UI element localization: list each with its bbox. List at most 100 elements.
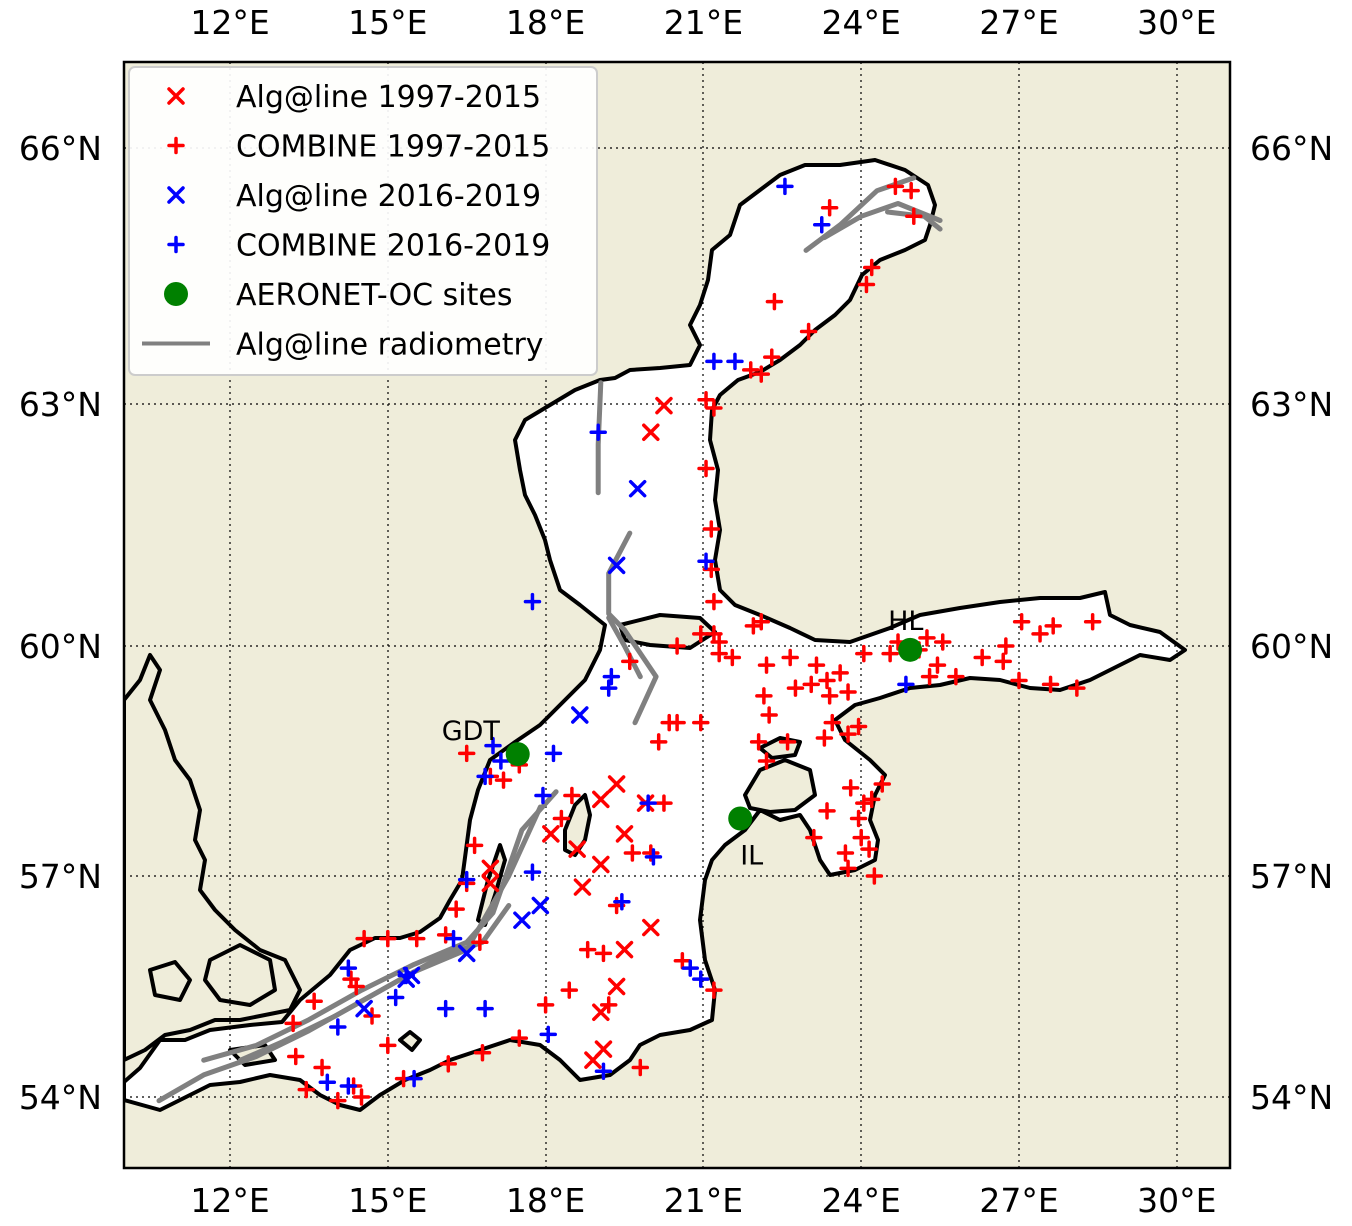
radiometry-track-3 <box>595 380 604 496</box>
legend-label-4: AERONET-OC sites <box>236 278 512 313</box>
lon-tick-top-21: 21°E <box>664 3 743 42</box>
lat-tick-right-57: 57°N <box>1250 857 1333 896</box>
marker-s1-24 <box>781 648 799 667</box>
marker-s3-1 <box>813 216 831 234</box>
marker-s3-29 <box>318 1073 337 1092</box>
marker-s1-22 <box>723 648 742 667</box>
site-label-hl: HL <box>888 606 923 637</box>
marker-s1-5 <box>862 258 881 277</box>
marker-s0-4 <box>542 825 560 843</box>
marker-s0-16 <box>481 859 500 878</box>
radiometry-track-5 <box>606 615 643 680</box>
marker-s3-6 <box>523 592 542 611</box>
lon-tick-bottom-27: 27°E <box>979 1181 1058 1220</box>
marker-s1-79 <box>594 944 613 963</box>
marker-s1-62 <box>1031 625 1049 643</box>
marker-s1-47 <box>860 840 878 858</box>
marker-s1-48 <box>839 859 857 878</box>
legend-symbol-2 <box>167 186 185 204</box>
legend-entries: Alg@line 1997-2015 COMBINE 1997-2015 Alg@l… <box>142 80 550 363</box>
marker-s1-10 <box>752 365 771 383</box>
marker-s1-37 <box>757 752 776 770</box>
marker-s1-108 <box>457 744 476 763</box>
marker-s1-75 <box>655 794 673 812</box>
lon-tick-bottom-15: 15°E <box>348 1181 427 1220</box>
lat-tick-right-63: 63°N <box>1250 385 1333 424</box>
marker-s1-84 <box>510 1029 529 1047</box>
marker-s3-8 <box>599 679 618 697</box>
legend-label-0: Alg@line 1997-2015 <box>236 80 541 115</box>
plot-frame <box>122 60 1232 1170</box>
marker-s1-16 <box>705 592 723 611</box>
lat-tick-left-60: 60°N <box>19 627 102 666</box>
marker-s1-74 <box>692 713 710 732</box>
legend-symbol-1 <box>167 136 185 155</box>
marker-s1-39 <box>815 729 834 747</box>
legend-symbol-0 <box>167 87 185 105</box>
legend-symbol-3 <box>167 235 185 254</box>
marker-s3-26 <box>405 1069 423 1088</box>
marker-s1-91 <box>297 1080 316 1099</box>
map-layers: HL GDT IL <box>124 62 1230 1168</box>
marker-s2-8 <box>355 999 373 1018</box>
marker-s1-43 <box>855 794 873 812</box>
radiometry-track-7 <box>821 201 943 241</box>
marker-s1-71 <box>855 644 873 663</box>
legend-symbol-4 <box>164 282 188 306</box>
gotland-island <box>563 793 592 857</box>
marker-s1-51 <box>818 802 836 820</box>
marker-s1-80 <box>673 951 692 970</box>
marker-s1-19 <box>668 637 686 655</box>
legend-label-3: COMBINE 2016-2019 <box>236 229 550 264</box>
marker-s1-113 <box>552 809 571 828</box>
marker-s1-114 <box>710 644 728 663</box>
marker-s3-30 <box>594 1062 613 1080</box>
marker-s3-23 <box>386 988 405 1007</box>
marker-s3-31 <box>329 1018 347 1036</box>
marker-s3-24 <box>436 999 455 1018</box>
marker-s1-0 <box>820 198 839 217</box>
marker-s0-1 <box>642 423 660 441</box>
radiometry-track-4 <box>606 530 659 726</box>
marker-s3-7 <box>602 667 621 686</box>
aeronet-site-hl <box>898 637 923 662</box>
marker-s1-56 <box>928 656 947 674</box>
lat-tick-right-66: 66°N <box>1250 129 1333 168</box>
marker-s3-13 <box>534 786 552 805</box>
marker-s3-10 <box>492 752 510 770</box>
marker-s0-8 <box>573 878 592 896</box>
marker-s0-6 <box>568 840 586 858</box>
marker-s1-36 <box>749 733 768 751</box>
marker-s0-2 <box>592 790 610 809</box>
marker-s1-27 <box>818 671 836 690</box>
marker-s3-25 <box>476 999 494 1018</box>
marker-s1-50 <box>805 828 823 847</box>
zealand-island <box>203 943 277 1007</box>
lat-tick-right-60: 60°N <box>1250 627 1333 666</box>
marker-s1-34 <box>823 713 842 732</box>
marker-s1-66 <box>1010 671 1028 690</box>
lon-tick-top-12: 12°E <box>190 3 269 42</box>
marker-s0-11 <box>615 940 634 959</box>
marker-s1-64 <box>1083 613 1102 631</box>
marker-s1-81 <box>705 981 723 999</box>
marker-s0-10 <box>642 918 660 937</box>
marker-s0-7 <box>592 855 610 874</box>
marker-s1-21 <box>752 613 771 631</box>
marker-s1-13 <box>697 459 715 478</box>
marker-s3-16 <box>523 863 542 881</box>
marker-s3-5 <box>697 552 715 571</box>
marker-s1-28 <box>802 675 820 694</box>
marker-s1-119 <box>599 996 618 1014</box>
radiometry-tracks <box>156 175 943 1104</box>
marker-s1-12 <box>705 399 723 417</box>
marker-s1-31 <box>820 687 839 705</box>
marker-s3-3 <box>726 352 744 371</box>
marker-s1-60 <box>997 637 1015 655</box>
legend: Alg@line 1997-2015 COMBINE 1997-2015 Alg@l… <box>128 66 598 376</box>
marker-s3-12 <box>544 744 563 763</box>
marker-s1-25 <box>807 656 826 674</box>
marker-s1-57 <box>920 667 939 686</box>
marker-s1-11 <box>697 390 715 409</box>
